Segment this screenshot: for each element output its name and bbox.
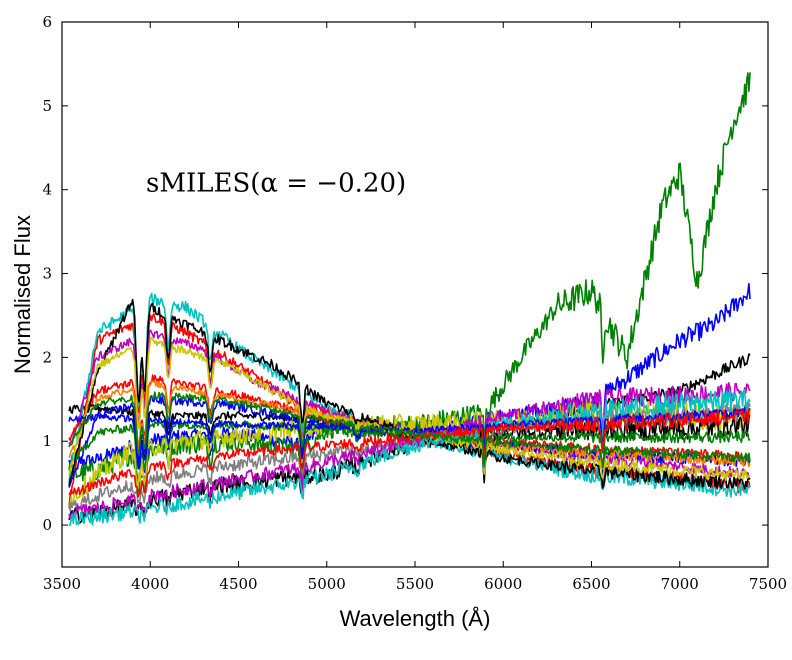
spectrum-series-12 <box>68 382 751 520</box>
x-tick-label: 4000 <box>131 575 169 593</box>
y-axis-label: Normalised Flux <box>10 215 35 374</box>
y-tick-label: 1 <box>42 432 52 450</box>
x-tick-label: 6500 <box>572 575 610 593</box>
x-axis-label: Wavelength (Å) <box>340 606 491 631</box>
spectrum-series-19 <box>68 391 751 469</box>
y-tick-label: 5 <box>42 97 52 115</box>
y-tick-label: 6 <box>42 13 52 31</box>
y-axis-ticks: 0 1 2 3 4 5 6 <box>42 13 768 534</box>
y-tick-label: 2 <box>42 348 52 366</box>
chart-annotation: sMILES(α = −0.20) <box>146 169 406 199</box>
y-tick-label: 4 <box>42 181 52 199</box>
x-tick-label: 3500 <box>43 575 81 593</box>
x-tick-label: 5000 <box>308 575 346 593</box>
x-tick-label: 7000 <box>661 575 699 593</box>
x-axis-ticks: 3500 4000 4500 5000 5500 6000 6500 7000 7500 <box>43 22 787 593</box>
y-tick-label: 0 <box>42 516 52 534</box>
x-tick-label: 6000 <box>484 575 522 593</box>
x-tick-label: 4500 <box>219 575 257 593</box>
y-tick-label: 3 <box>42 265 52 283</box>
x-tick-label: 5500 <box>396 575 434 593</box>
spectrum-series-6 <box>68 398 751 510</box>
spectrum-series-16 <box>69 388 751 526</box>
x-tick-label: 7500 <box>749 575 787 593</box>
spectra-series-layer <box>68 72 751 526</box>
